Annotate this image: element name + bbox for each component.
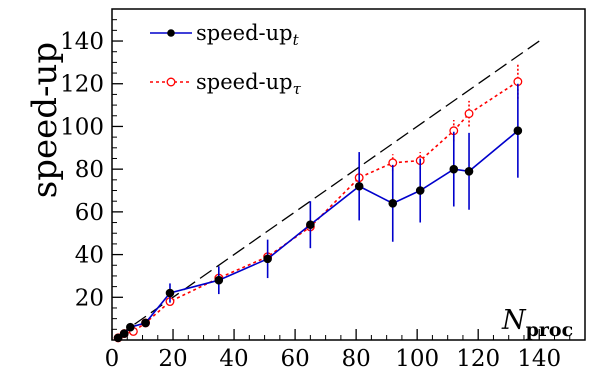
x-axis-title-main: N bbox=[501, 305, 527, 336]
point-0-7 bbox=[306, 220, 315, 229]
y-tick-label-40: 40 bbox=[75, 243, 104, 269]
point-0-4 bbox=[165, 288, 175, 298]
y-tick-label-60: 60 bbox=[75, 200, 104, 226]
point-0-9 bbox=[388, 199, 398, 208]
point-0-13 bbox=[513, 126, 523, 136]
ideal-speedup-line bbox=[117, 40, 540, 337]
y-tick-label-100: 100 bbox=[60, 114, 104, 140]
plot-layer bbox=[113, 40, 540, 343]
plot-frame bbox=[111, 8, 586, 341]
y-tick-label-120: 120 bbox=[60, 72, 104, 98]
legend-label-1: speed-upτ bbox=[196, 70, 302, 98]
x-tick-label-40: 40 bbox=[219, 346, 248, 372]
legend-label-main-1: speed-up bbox=[196, 70, 293, 94]
series-line-1 bbox=[117, 80, 519, 339]
legend-marker-1 bbox=[166, 77, 176, 87]
x-tick-label-20: 20 bbox=[158, 346, 187, 372]
legend-label-main-0: speed-up bbox=[196, 21, 293, 45]
point-0-5 bbox=[214, 275, 224, 285]
legend-label-subscript-1: τ bbox=[293, 80, 302, 98]
x-axis-title: Nproc bbox=[501, 305, 573, 341]
legend-label-0: speed-upt bbox=[196, 21, 300, 49]
y-axis-title: speed-up bbox=[25, 42, 65, 198]
axes-layer: 0 20 40 60 80 100 120 140 20 40 60 80 100 120 140 bbox=[60, 8, 586, 372]
point-0-12 bbox=[464, 166, 474, 176]
point-0-1 bbox=[119, 329, 129, 338]
y-tick-label-20: 20 bbox=[75, 285, 104, 311]
x-tick-label-0: 0 bbox=[105, 346, 120, 372]
y-tick-label-140: 140 bbox=[60, 29, 104, 55]
point-0-6 bbox=[263, 254, 272, 264]
legend-label-subscript-0: t bbox=[293, 31, 300, 49]
point-0-10 bbox=[415, 186, 425, 195]
point-0-8 bbox=[354, 181, 364, 191]
series-1 bbox=[113, 64, 523, 343]
x-tick-label-100: 100 bbox=[395, 346, 439, 372]
point-0-2 bbox=[126, 322, 135, 332]
y-tick-label-80: 80 bbox=[75, 157, 104, 183]
x-axis-title-subscript: proc bbox=[526, 319, 574, 341]
legend-marker-0 bbox=[167, 29, 175, 37]
point-1-12 bbox=[464, 109, 474, 119]
point-0-3 bbox=[141, 318, 150, 328]
point-0-11 bbox=[449, 164, 459, 174]
series-line-0 bbox=[117, 130, 519, 339]
x-tick-label-140: 140 bbox=[517, 346, 561, 372]
x-tick-label-80: 80 bbox=[341, 346, 370, 372]
x-tick-label-120: 120 bbox=[456, 346, 500, 372]
x-tick-label-60: 60 bbox=[280, 346, 309, 372]
series-0 bbox=[113, 83, 523, 343]
